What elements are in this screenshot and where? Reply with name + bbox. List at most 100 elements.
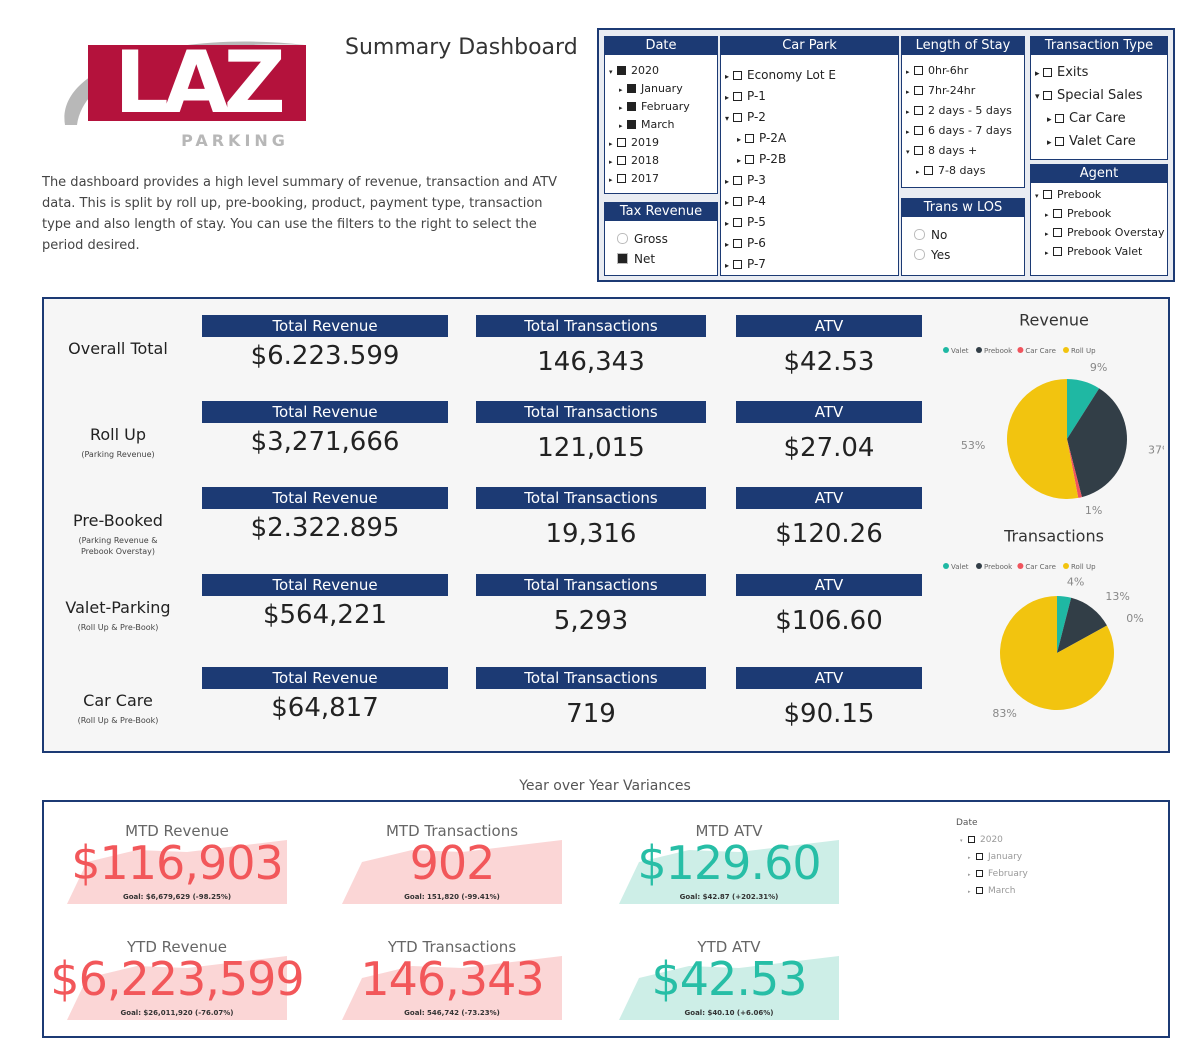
checkbox bbox=[914, 86, 923, 95]
pie-slice bbox=[1067, 439, 1082, 498]
slicer-item[interactable]: ▸ 7hr-24hr bbox=[906, 83, 975, 100]
pie-slice bbox=[1057, 596, 1072, 653]
checkbox bbox=[745, 134, 754, 143]
item-label: Economy Lot E bbox=[747, 68, 836, 82]
item-label: Gross bbox=[634, 232, 668, 246]
slicer-item[interactable]: ▸ Valet Care bbox=[1047, 134, 1136, 151]
checkbox bbox=[1053, 209, 1062, 218]
slicer-item[interactable]: ▾ 2020 bbox=[960, 832, 1003, 849]
slicer-item[interactable]: ▸ 2019 bbox=[609, 135, 659, 152]
slicer-item[interactable]: ▸ January bbox=[968, 849, 1022, 866]
slicer-item[interactable]: ▸ March bbox=[968, 883, 1015, 900]
filter-panel: Date ▾ 2020 ▸ January ▸ February ▸ March ▸ 2019 ▸ 20… bbox=[597, 28, 1175, 282]
yoy-card-title: YTD Transactions bbox=[387, 938, 517, 956]
slicer-item[interactable]: ▸ Economy Lot E bbox=[725, 67, 836, 85]
slicer-item[interactable]: ▸ Exits bbox=[1035, 65, 1088, 82]
checkbox bbox=[968, 836, 975, 843]
card-value: 5,293 bbox=[553, 606, 629, 636]
slicer-item[interactable]: ▸ January bbox=[619, 81, 683, 98]
slicer: Date ▾ 2020 ▸ January ▸ February ▸ March ▸ 2019 ▸ 20… bbox=[604, 36, 718, 194]
pie-label: 37% bbox=[1148, 444, 1164, 457]
slicer-item[interactable]: ▾ 8 days + bbox=[906, 143, 977, 160]
expander: ▸ bbox=[968, 855, 971, 861]
slicer-item[interactable]: ▸ 7-8 days bbox=[916, 163, 985, 180]
slicer-item[interactable]: ▸ Prebook Overstay bbox=[1045, 225, 1165, 242]
slicer-item[interactable]: ▸ P-5 bbox=[725, 214, 766, 232]
slicer-item[interactable]: ▸ Prebook bbox=[1045, 206, 1111, 223]
sparkline-area bbox=[342, 840, 562, 904]
sparkline-area bbox=[67, 840, 287, 904]
slicer-item[interactable]: ▸ 0hr-6hr bbox=[906, 63, 968, 80]
slicer-header: Date bbox=[605, 37, 717, 55]
slicer-item[interactable]: Yes bbox=[906, 247, 950, 263]
item-label: 2019 bbox=[631, 136, 659, 149]
checkbox bbox=[1053, 247, 1062, 256]
item-label: 2020 bbox=[980, 835, 1003, 845]
slicer-item[interactable]: Gross bbox=[609, 231, 668, 247]
slicer-item[interactable]: ▸ 2018 bbox=[609, 153, 659, 170]
expander: ▸ bbox=[916, 168, 920, 176]
slicer-item[interactable]: ▸ P-1 bbox=[725, 88, 766, 106]
yoy-card-value: 902 bbox=[409, 836, 496, 890]
sparkline-area bbox=[67, 956, 287, 1020]
checkbox bbox=[617, 138, 626, 147]
yoy-card-title: YTD Revenue bbox=[127, 938, 227, 956]
yoy-card-goal: Goal: $26,011,920 (-76.07%) bbox=[120, 1009, 234, 1017]
pie-label: 0% bbox=[1126, 612, 1143, 625]
item-label: 8 days + bbox=[928, 144, 978, 157]
item-label: P-1 bbox=[747, 89, 766, 103]
slicer: Length of Stay ▸ 0hr-6hr ▸ 7hr-24hr ▸ 2 days -… bbox=[901, 36, 1025, 188]
expander: ▾ bbox=[906, 148, 910, 156]
checkbox bbox=[924, 166, 933, 175]
slicer-item[interactable]: ▸ P-7 bbox=[725, 256, 766, 274]
expander: ▸ bbox=[737, 156, 742, 165]
checkbox bbox=[733, 260, 742, 269]
slicer-item[interactable]: ▸ 2 days - 5 days bbox=[906, 103, 1012, 120]
yoy-card-title: MTD Transactions bbox=[385, 822, 519, 840]
card-header: ATV bbox=[736, 667, 922, 689]
expander: ▸ bbox=[619, 86, 623, 94]
slicer-item[interactable]: ▸ 2017 bbox=[609, 171, 659, 188]
card-header: Total Transactions bbox=[476, 574, 706, 596]
slicer-item[interactable]: ▾ Prebook bbox=[1035, 187, 1101, 204]
slicer-item[interactable]: ▸ Car Care bbox=[1047, 111, 1126, 128]
slicer-item[interactable]: ▸ P-3 bbox=[725, 172, 766, 190]
slicer-item[interactable]: ▾ 2020 bbox=[609, 63, 659, 80]
expander: ▸ bbox=[725, 219, 730, 228]
yoy-card-value: $6,223,599 bbox=[50, 952, 304, 1006]
slicer-item[interactable]: Net bbox=[609, 251, 655, 267]
slicer-item[interactable]: ▾ Special Sales bbox=[1035, 88, 1143, 105]
row-label: Valet-Parking bbox=[65, 598, 171, 617]
slicer-item[interactable]: ▾ P-2 bbox=[725, 109, 766, 127]
checkbox bbox=[976, 887, 983, 894]
card-value: $6.223.599 bbox=[250, 341, 400, 371]
slicer-item[interactable]: ▸ March bbox=[619, 117, 675, 134]
slicer-header: Agent bbox=[1031, 165, 1167, 183]
slicer-item[interactable]: ▸ February bbox=[619, 99, 690, 116]
item-label: March bbox=[988, 886, 1016, 896]
checkbox bbox=[733, 218, 742, 227]
row-label: Roll Up bbox=[89, 425, 147, 444]
card-value: 146,343 bbox=[537, 347, 645, 377]
slicer-item[interactable]: ▸ Prebook Valet bbox=[1045, 244, 1142, 261]
slicer-header: Trans w LOS bbox=[902, 199, 1024, 217]
checkbox bbox=[1043, 91, 1052, 100]
slicer-item[interactable]: ▸ P-2A bbox=[737, 130, 786, 148]
slicer-item[interactable]: ▸ P-6 bbox=[725, 235, 766, 253]
slicer-item[interactable]: No bbox=[906, 227, 947, 243]
slicer-item[interactable]: ▸ P-4 bbox=[725, 193, 766, 211]
slicer-item[interactable]: ▸ February bbox=[968, 866, 1028, 883]
checkbox bbox=[617, 174, 626, 183]
expander: ▸ bbox=[725, 72, 730, 81]
slicer: Trans w LOS No Yes bbox=[901, 198, 1025, 276]
slicer-item[interactable]: ▸ 6 days - 7 days bbox=[906, 123, 1012, 140]
slicer-item[interactable]: ▸ P-2B bbox=[737, 151, 786, 169]
yoy-card-goal: Goal: $42.87 (+202.31%) bbox=[679, 893, 779, 901]
item-label: P-3 bbox=[747, 173, 766, 187]
yoy-card-goal: Goal: 546,742 (-73.23%) bbox=[404, 1009, 500, 1017]
yoy-card-title: MTD ATV bbox=[695, 822, 763, 840]
item-label: January bbox=[641, 82, 683, 95]
row-sublabel: (Parking Revenue) bbox=[81, 450, 155, 459]
dashboard-title: Summary Dashboard bbox=[345, 35, 578, 60]
yoy-card-goal: Goal: $40.10 (+6.06%) bbox=[684, 1009, 774, 1017]
